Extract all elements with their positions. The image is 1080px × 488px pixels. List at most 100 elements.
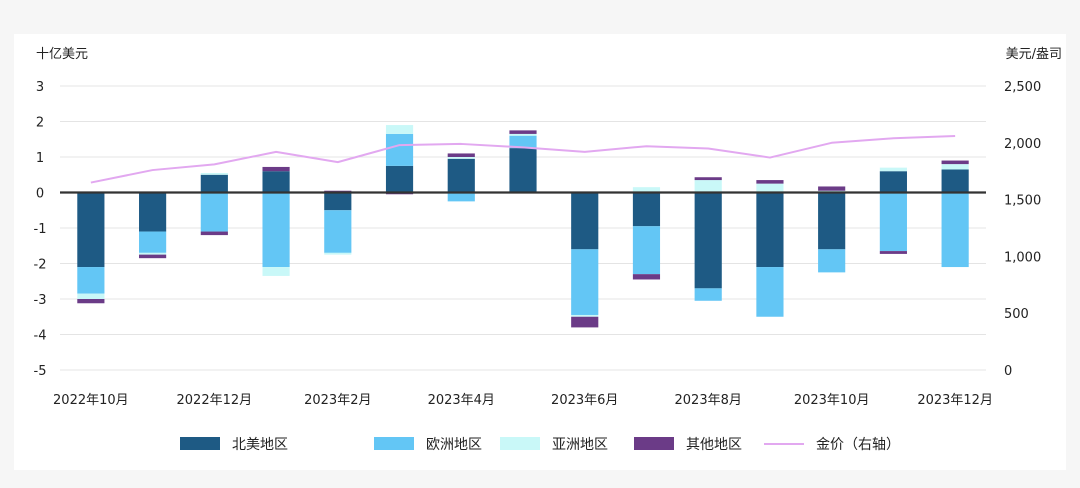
bar-segment-series-1-cat-5: [385, 133, 414, 166]
bar-segment-series-2-cat-6: [447, 157, 475, 159]
bar-segment-series-2-cat-0: [77, 293, 105, 299]
bar-segment-series-2-cat-5: [385, 125, 414, 134]
bar-segment-series-2-cat-1: [139, 252, 167, 255]
legend-label: 金价（右轴）: [816, 437, 900, 453]
bar-segment-series-1-cat-11: [756, 267, 784, 317]
y2-tick-label: 0: [1004, 364, 1012, 379]
bar-segment-series-2-cat-9: [632, 187, 661, 193]
y-tick-label: 3: [36, 80, 44, 95]
bar-segment-series-1-cat-8: [571, 249, 599, 315]
x-tick-label: 2023年6月: [551, 393, 618, 408]
bar-segment-series-1-cat-9: [632, 226, 661, 275]
bar-segment-series-0-cat-7: [509, 148, 537, 193]
bar-segment-series-1-cat-6: [447, 192, 475, 202]
right-axis-unit: 美元/盎司: [1006, 47, 1062, 62]
bar-segment-series-0-cat-14: [941, 169, 969, 193]
left-y-axis-ticks: 3 2 1 0 -1 -2 -3 -4 -5: [34, 80, 47, 379]
bar-segment-series-3-cat-7: [509, 130, 537, 134]
y-tick-label: -5: [34, 364, 47, 379]
bar-segment-series-3-cat-1: [139, 254, 167, 259]
bar-segment-series-1-cat-3: [262, 192, 290, 268]
legend-label: 北美地区: [232, 437, 288, 453]
legend-label: 其他地区: [686, 437, 742, 453]
y-tick-label: 0: [36, 187, 44, 202]
x-tick-label: 2023年10月: [794, 393, 870, 408]
bar-segment-series-3-cat-13: [879, 251, 907, 254]
legend-swatch: [500, 437, 540, 450]
bar-segment-series-3-cat-12: [818, 186, 846, 191]
y-tick-label: 2: [36, 116, 44, 131]
legend-swatch: [180, 437, 220, 450]
bar-segment-series-1-cat-2: [200, 192, 228, 232]
legend-label: 亚洲地区: [552, 437, 608, 453]
bar-segment-series-1-cat-1: [139, 231, 167, 253]
legend-swatch: [634, 437, 674, 450]
y2-tick-label: 500: [1004, 307, 1029, 322]
y-tick-label: -2: [34, 258, 47, 273]
left-axis-unit: 十亿美元: [36, 47, 88, 62]
bar-segment-series-3-cat-3: [262, 166, 290, 172]
bar-segment-series-2-cat-4: [324, 252, 352, 255]
bar-segment-series-2-cat-10: [694, 180, 722, 193]
legend-swatch: [374, 437, 414, 450]
bar-segment-series-2-cat-11: [756, 183, 784, 193]
gold-price-line-group: [90, 134, 956, 184]
bar-segment-series-3-cat-11: [756, 180, 784, 184]
bar-segment-series-3-cat-0: [77, 299, 105, 304]
x-tick-label: 2023年8月: [675, 393, 742, 408]
bar-segment-series-2-cat-14: [941, 164, 969, 170]
chart-panel: 3 2 1 0 -1 -2 -3 -4 -5 2,500 2,000 1,500 1,000 500 0 …: [14, 34, 1066, 470]
y-tick-label: -3: [34, 293, 47, 308]
bar-segment-series-2-cat-13: [879, 167, 907, 172]
gridlines: [60, 85, 986, 371]
x-axis-ticks: 2022年10月 2022年12月 2023年2月 2023年4月 2023年6月 202…: [53, 393, 993, 408]
bar-segment-series-0-cat-5: [385, 165, 414, 193]
y2-tick-label: 1,000: [1004, 250, 1041, 265]
y-tick-label: -1: [34, 222, 47, 237]
x-tick-label: 2022年12月: [177, 393, 253, 408]
bar-segment-series-3-cat-2: [200, 231, 228, 236]
y2-tick-label: 2,000: [1004, 137, 1041, 152]
gold-price-line: [90, 134, 956, 184]
bar-segment-series-0-cat-0: [77, 192, 105, 268]
bar-segment-series-3-cat-8: [571, 316, 599, 328]
bar-segment-series-1-cat-12: [818, 249, 846, 273]
bar-segment-series-0-cat-4: [324, 192, 352, 211]
y2-tick-label: 1,500: [1004, 194, 1041, 209]
x-tick-label: 2023年2月: [304, 393, 371, 408]
bar-segment-series-1-cat-0: [77, 267, 105, 294]
legend: 北美地区 欧洲地区 亚洲地区 其他地区 金价（右轴）: [180, 437, 900, 453]
bar-segment-series-3-cat-9: [632, 274, 661, 280]
bar-segment-series-1-cat-7: [509, 135, 537, 149]
bar-segment-series-0-cat-8: [571, 192, 599, 250]
bar-segment-series-2-cat-2: [200, 172, 228, 175]
bar-segment-series-1-cat-14: [941, 192, 969, 268]
bar-segment-series-3-cat-10: [694, 177, 722, 181]
bar-segment-series-0-cat-10: [694, 192, 722, 289]
legend-label: 欧洲地区: [426, 437, 482, 453]
bar-segment-series-0-cat-2: [200, 174, 228, 193]
bar-segment-series-1-cat-13: [879, 192, 907, 252]
bar-segment-series-2-cat-3: [262, 267, 290, 276]
bar-segment-series-0-cat-1: [139, 192, 167, 232]
x-tick-label: 2022年10月: [53, 393, 129, 408]
bar-segment-series-1-cat-4: [324, 210, 352, 253]
y2-tick-label: 2,500: [1004, 80, 1041, 95]
y-tick-label: -4: [34, 329, 47, 344]
stacked-bars: [77, 125, 969, 328]
x-tick-label: 2023年12月: [917, 393, 993, 408]
bar-segment-series-0-cat-13: [879, 171, 907, 193]
bar-segment-series-3-cat-6: [447, 153, 475, 157]
bar-segment-series-2-cat-7: [509, 133, 537, 136]
bar-segment-series-0-cat-3: [262, 171, 290, 193]
bar-segment-series-0-cat-6: [447, 158, 475, 193]
bar-segment-series-0-cat-11: [756, 192, 784, 268]
bar-segment-series-2-cat-8: [571, 314, 599, 317]
y-tick-label: 1: [36, 151, 44, 166]
bar-segment-series-0-cat-12: [818, 192, 846, 250]
bar-segment-series-0-cat-9: [632, 192, 661, 227]
x-tick-label: 2023年4月: [428, 393, 495, 408]
bar-segment-series-1-cat-10: [694, 288, 722, 301]
bar-segment-series-3-cat-14: [941, 160, 969, 165]
